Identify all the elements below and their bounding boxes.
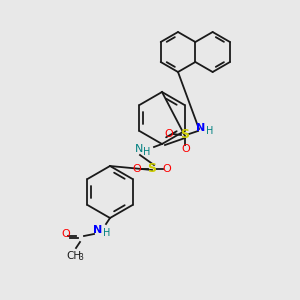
Text: N: N — [135, 144, 143, 154]
Text: O: O — [61, 229, 70, 239]
Text: N: N — [196, 123, 206, 133]
Text: O: O — [165, 129, 173, 139]
Text: O: O — [163, 164, 171, 174]
Text: CH: CH — [66, 251, 82, 261]
Text: S: S — [181, 128, 190, 142]
Text: S: S — [148, 163, 157, 176]
Text: H: H — [143, 147, 151, 157]
Text: N: N — [93, 225, 103, 235]
Text: H: H — [103, 228, 111, 238]
Text: H: H — [206, 126, 214, 136]
Text: 3: 3 — [79, 254, 83, 262]
Text: O: O — [133, 164, 141, 174]
Text: O: O — [182, 144, 190, 154]
